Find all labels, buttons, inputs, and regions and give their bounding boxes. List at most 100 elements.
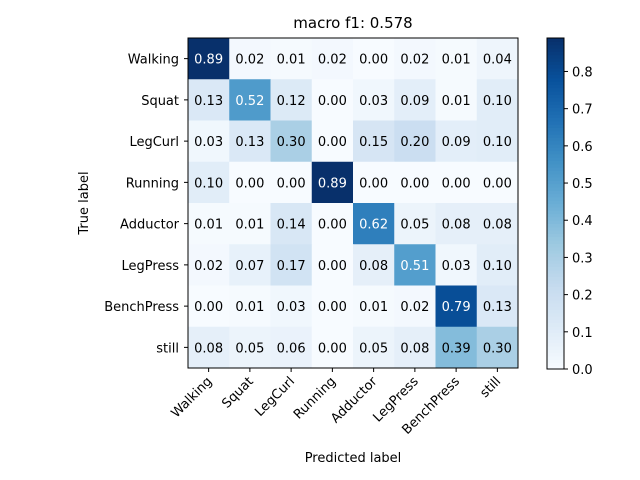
- colorbar-gradient-segment: [547, 177, 564, 181]
- colorbar-gradient-segment: [547, 276, 564, 281]
- colorbar-gradient-segment: [547, 160, 564, 165]
- x-tick-label: still: [478, 374, 505, 401]
- colorbar-gradient-segment: [547, 243, 564, 248]
- colorbar-gradient-segment: [547, 71, 564, 76]
- colorbar-gradient-segment: [547, 239, 564, 244]
- heatmap-cell: [353, 203, 395, 245]
- colorbar-gradient-segment: [547, 147, 564, 152]
- cell-value-label: 0.00: [359, 53, 388, 68]
- cell-value-label: 0.08: [359, 259, 388, 274]
- heatmap-cell: [353, 79, 395, 121]
- cell-value-label: 0.10: [483, 259, 512, 274]
- cell-value-label: 0.15: [359, 135, 388, 150]
- x-tick-label: Walking: [169, 374, 216, 421]
- heatmap-cell: [311, 244, 354, 286]
- y-tick-label: LegCurl: [129, 135, 179, 150]
- colorbar-gradient-segment: [547, 127, 564, 132]
- colorbar-gradient-segment: [547, 117, 564, 122]
- heatmap-cell: [476, 38, 519, 80]
- y-tick-label: BenchPress: [104, 300, 179, 315]
- heatmap-cell: [188, 161, 230, 204]
- cell-value-label: 0.08: [400, 341, 429, 356]
- heatmap-cell: [229, 203, 271, 245]
- colorbar-gradient-segment: [547, 299, 564, 304]
- heatmap-cell: [353, 244, 395, 286]
- cell-value-label: 0.08: [483, 218, 512, 233]
- heatmap-cell: [394, 326, 436, 369]
- heatmap-cell: [188, 38, 230, 80]
- colorbar-gradient-segment: [547, 335, 564, 340]
- colorbar-tick-label: 0.8: [572, 65, 593, 80]
- cell-value-label: 0.05: [359, 341, 388, 356]
- heatmap-cell: [394, 120, 436, 163]
- cell-value-label: 0.39: [442, 341, 471, 356]
- colorbar-gradient-segment: [547, 90, 564, 95]
- heatmap-cell: [229, 161, 271, 204]
- heatmap-cell: [311, 120, 354, 163]
- cell-value-label: 0.01: [442, 94, 471, 109]
- colorbar-gradient-segment: [547, 100, 564, 105]
- colorbar-gradient-segment: [547, 157, 564, 162]
- colorbar-gradient-segment: [547, 246, 564, 251]
- cell-value-label: 0.02: [194, 259, 223, 274]
- cell-value-label: 0.04: [483, 53, 512, 68]
- colorbar-gradient-segment: [547, 120, 564, 125]
- y-tick-label: Adductor: [120, 218, 180, 233]
- cell-value-label: 0.00: [318, 259, 347, 274]
- cell-value-label: 0.00: [483, 176, 512, 191]
- colorbar-gradient-segment: [547, 61, 564, 66]
- colorbar-gradient-segment: [547, 104, 564, 109]
- heatmap-cell: [435, 79, 478, 121]
- colorbar-gradient-segment: [547, 286, 564, 291]
- colorbar-gradient-segment: [547, 253, 564, 258]
- x-tick-label: Squat: [219, 374, 256, 411]
- heatmap-cell: [270, 79, 313, 121]
- x-axis-ticks: Walking SquatLegCurlRunningAdductorLegPre…: [169, 368, 505, 438]
- cell-value-label: 0.01: [194, 218, 223, 233]
- colorbar-gradient-segment: [547, 44, 564, 49]
- colorbar-gradient-segment: [547, 259, 564, 264]
- cell-value-label: 0.01: [277, 53, 306, 68]
- colorbar-gradient-segment: [547, 74, 564, 79]
- colorbar-tick-label: 0.6: [572, 140, 593, 155]
- heatmap-cell: [353, 285, 395, 328]
- colorbar-gradient-segment: [547, 64, 564, 69]
- colorbar-gradient-segment: [547, 269, 564, 274]
- colorbar-gradient-segment: [547, 81, 564, 85]
- cell-value-label: 0.10: [483, 135, 512, 150]
- heatmap-cell: [476, 244, 519, 286]
- colorbar-gradient-segment: [547, 256, 564, 261]
- colorbar-gradient-segment: [547, 67, 564, 72]
- cell-value-label: 0.00: [235, 176, 264, 191]
- cell-value-label: 0.02: [400, 300, 429, 315]
- cell-value-label: 0.05: [235, 341, 264, 356]
- colorbar-gradient-segment: [547, 186, 564, 191]
- colorbar: 0.0 0.1 0.2 0.3 0.4 0.5 0.6 0.7 0.8: [546, 37, 593, 378]
- heatmap-cell: [476, 285, 519, 328]
- colorbar-gradient-segment: [547, 203, 564, 208]
- colorbar-tick-label: 0.4: [572, 214, 593, 229]
- cell-value-label: 0.03: [359, 94, 388, 109]
- y-tick-label: Walking: [128, 53, 179, 68]
- cell-value-label: 0.03: [442, 259, 471, 274]
- colorbar-gradient-segment: [547, 279, 564, 284]
- cell-value-label: 0.30: [277, 135, 306, 150]
- colorbar-gradient-segment: [547, 137, 564, 142]
- colorbar-gradient-segment: [547, 312, 564, 317]
- y-tick-label: Squat: [141, 94, 179, 109]
- colorbar-gradient-segment: [547, 345, 564, 350]
- heatmap-cell: [229, 244, 271, 286]
- colorbar-gradient-segment: [547, 196, 564, 201]
- cell-value-label: 0.62: [359, 218, 388, 233]
- heatmap-cell: [229, 38, 271, 80]
- heatmap-cell: [270, 326, 313, 369]
- x-axis-title: Predicted label: [305, 451, 402, 466]
- heatmap-cell: [435, 120, 478, 163]
- heatmap-cell: [188, 326, 230, 369]
- colorbar-gradient-segment: [547, 296, 564, 301]
- cell-value-label: 0.00: [318, 300, 347, 315]
- colorbar-gradient-segment: [547, 325, 564, 330]
- heatmap-cell: [435, 203, 478, 245]
- colorbar-gradient-segment: [547, 150, 564, 155]
